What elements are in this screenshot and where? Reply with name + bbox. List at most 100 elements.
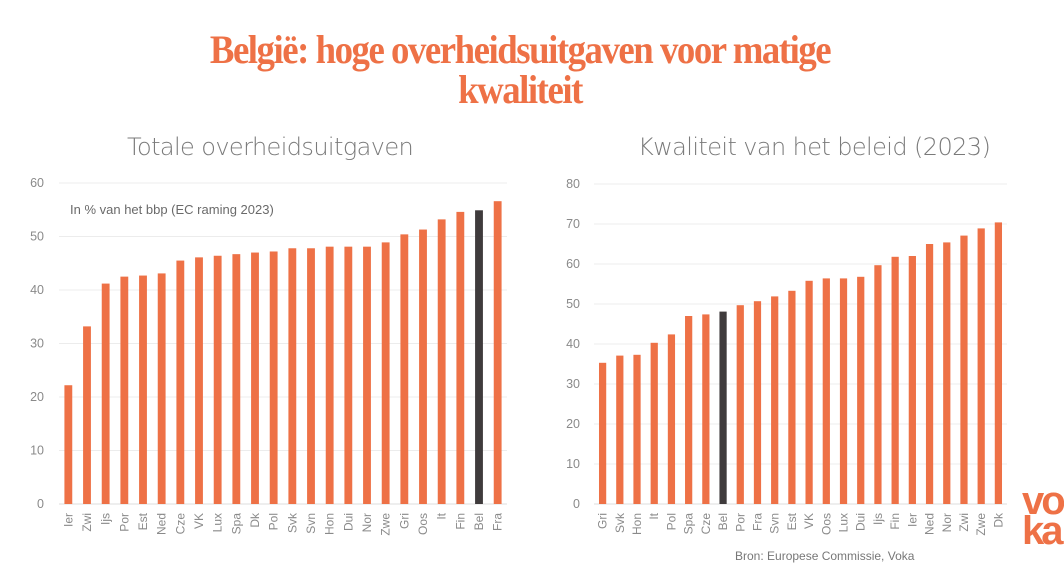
x-tick-label: Gri xyxy=(397,513,411,529)
x-tick-label: It xyxy=(647,512,661,519)
bar-dui xyxy=(344,246,353,505)
x-tick-label: Hon xyxy=(323,513,337,535)
bar-fin xyxy=(456,211,465,504)
bar-svk xyxy=(288,248,297,504)
x-tick-label: Cze xyxy=(699,513,713,535)
x-tick-label: Zwe xyxy=(974,513,988,536)
bar-por xyxy=(120,276,129,504)
bar-est xyxy=(788,290,796,504)
bar-svn xyxy=(307,248,315,504)
bar-ier xyxy=(908,256,916,504)
bar-spa xyxy=(685,316,693,504)
y-tick-label: 60 xyxy=(30,176,44,190)
x-tick-label: Nor xyxy=(360,513,374,532)
x-tick-label: Spa xyxy=(229,513,243,535)
x-tick-label: Por xyxy=(733,513,747,532)
x-tick-label: Pol xyxy=(664,513,678,530)
bar-zwe xyxy=(381,242,390,504)
bar-ijs xyxy=(874,265,882,504)
bar-zwe xyxy=(977,228,985,504)
x-tick-label: Ned xyxy=(923,513,937,535)
bar-fin xyxy=(891,256,899,504)
y-tick-label: 80 xyxy=(566,177,580,191)
bar-pol xyxy=(269,251,278,504)
bar-vk xyxy=(805,280,813,504)
x-tick-label: Zwi xyxy=(957,513,971,532)
x-tick-label: Spa xyxy=(682,513,696,535)
x-tick-label: Zwe xyxy=(379,513,393,536)
x-tick-label: Lux xyxy=(837,513,851,532)
x-tick-label: Nor xyxy=(940,513,954,532)
bar-oos xyxy=(419,229,427,505)
bar-ijs xyxy=(101,283,110,504)
bar-bel xyxy=(475,210,483,504)
x-tick-label: Oos xyxy=(819,513,833,535)
voka-logo: vo ka xyxy=(1022,486,1064,546)
y-tick-label: 0 xyxy=(37,497,44,511)
bar-svk xyxy=(616,355,624,504)
x-tick-label: Fin xyxy=(453,513,467,530)
x-tick-label: Fra xyxy=(750,513,764,531)
x-tick-label: Dui xyxy=(341,513,355,531)
y-tick-label: 50 xyxy=(566,297,580,311)
x-tick-label: Ijs xyxy=(871,513,885,525)
bar-dui xyxy=(857,276,865,504)
bar-dk xyxy=(251,252,259,504)
x-tick-label: Dk xyxy=(991,512,1005,528)
x-tick-label: Dui xyxy=(854,513,868,531)
y-tick-label: 10 xyxy=(566,457,580,471)
bar-lux xyxy=(213,255,222,504)
source-note: Bron: Europese Commissie, Voka xyxy=(735,549,915,563)
bar-nor xyxy=(943,242,951,504)
x-tick-label: Ned xyxy=(155,513,169,535)
x-tick-label: Bel xyxy=(716,513,730,530)
bar-it xyxy=(650,342,658,504)
x-tick-label: It xyxy=(435,512,449,519)
x-tick-label: Por xyxy=(117,513,131,532)
x-tick-label: Svn xyxy=(304,513,318,534)
y-tick-label: 30 xyxy=(566,377,580,391)
y-tick-label: 30 xyxy=(30,337,44,351)
bar-ned xyxy=(157,273,166,504)
bar-gri xyxy=(400,234,409,505)
y-tick-label: 40 xyxy=(30,283,44,297)
x-tick-label: Cze xyxy=(173,513,187,535)
bar-fra xyxy=(493,201,502,504)
bar-fra xyxy=(753,301,762,504)
bar-nor xyxy=(363,246,371,505)
bar-hon xyxy=(325,246,334,505)
chart-annotation: In % van het bbp (EC raming 2023) xyxy=(70,202,274,217)
bar-est xyxy=(139,275,147,504)
x-tick-label: Gri xyxy=(596,513,610,529)
x-tick-label: Ier xyxy=(905,513,919,527)
bar-oos xyxy=(822,278,830,504)
y-tick-label: 0 xyxy=(573,497,580,511)
bar-bel xyxy=(719,311,727,504)
x-tick-label: Hon xyxy=(630,513,644,535)
x-tick-label: Fin xyxy=(888,513,902,530)
bar-lux xyxy=(839,278,848,504)
bar-ier xyxy=(64,385,73,504)
bar-cze xyxy=(176,260,185,504)
y-tick-label: 20 xyxy=(30,390,44,404)
y-tick-label: 50 xyxy=(30,230,44,244)
bar-it xyxy=(437,219,446,504)
y-tick-label: 70 xyxy=(566,217,580,231)
bar-pol xyxy=(667,334,676,504)
bar-zwi xyxy=(960,235,968,504)
x-tick-label: Oos xyxy=(416,513,430,535)
y-tick-label: 60 xyxy=(566,257,580,271)
x-tick-label: Svk xyxy=(285,512,299,533)
x-tick-label: Fra xyxy=(491,513,505,531)
x-tick-label: Est xyxy=(785,512,799,530)
bar-vk xyxy=(195,257,203,504)
x-tick-label: Lux xyxy=(211,513,225,532)
y-tick-label: 20 xyxy=(566,417,580,431)
page-title-line-2: kwaliteit xyxy=(458,67,583,112)
x-tick-label: Svn xyxy=(768,513,782,534)
bar-por xyxy=(736,305,744,504)
y-tick-label: 40 xyxy=(566,337,580,351)
bar-dk xyxy=(994,222,1003,504)
bar-svn xyxy=(771,296,779,504)
